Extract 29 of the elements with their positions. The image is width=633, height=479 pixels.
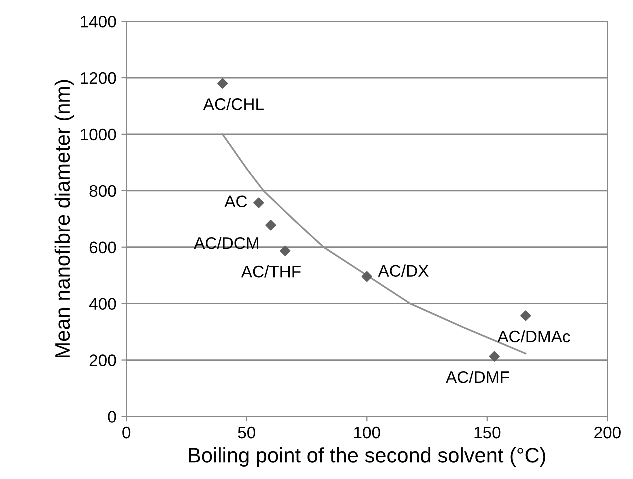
point	[280, 246, 291, 256]
y-tick-label: 600	[90, 242, 116, 254]
point	[362, 271, 372, 282]
point	[520, 310, 532, 322]
y-tick-label: 0	[108, 411, 116, 423]
y-tick-label: 400	[89, 298, 116, 310]
annotation: AC/DX	[378, 264, 429, 278]
y-tick-label: 1200	[81, 72, 116, 84]
annotation: AC/CHL	[203, 98, 264, 110]
y-tick-label: 200	[90, 354, 116, 366]
x-tick-label: 100	[354, 426, 380, 439]
annotation: AC/DMF	[446, 371, 510, 384]
x-tick-label: 200	[594, 426, 621, 439]
x-tick-label: 0	[122, 426, 131, 439]
annotation: AC/THF	[241, 265, 301, 278]
annotation: AC	[224, 196, 248, 208]
point	[254, 198, 264, 208]
y-tick-label: 800	[90, 185, 116, 198]
point	[489, 351, 500, 362]
x-tick-label: 50	[238, 426, 256, 439]
y-tick-label: 1400	[81, 16, 116, 28]
point	[266, 220, 276, 231]
annotation: AC/DMAc	[498, 330, 570, 343]
y-axis-title: Mean nanofibre diameter (nm)	[54, 80, 74, 358]
x-tick-label: 150	[474, 426, 501, 439]
y-tick-label: 1000	[81, 128, 116, 141]
x-axis-title: Boiling point of the second solvent (°C)	[189, 448, 546, 467]
point	[218, 78, 228, 89]
annotation: AC/DCM	[194, 237, 258, 250]
